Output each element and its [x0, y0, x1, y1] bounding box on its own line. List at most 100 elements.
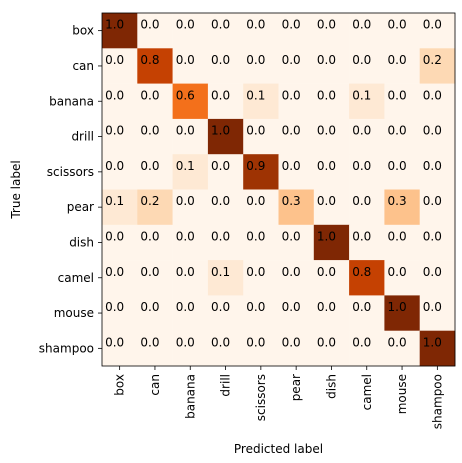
cell-value-label: 0.0 [211, 194, 230, 208]
heatmap-cell [243, 83, 279, 120]
heatmap-cell [349, 189, 385, 226]
heatmap-cell [137, 189, 173, 226]
heatmap-cell [172, 295, 209, 331]
heatmap-cell [207, 224, 244, 261]
cell-value-label: 0.0 [282, 53, 301, 67]
y-axis-label: True label [9, 160, 23, 219]
cell-value-label: 0.0 [423, 159, 442, 173]
y-tick-label: dish [69, 235, 94, 249]
heatmap-cell [137, 118, 173, 155]
heatmap-cell [137, 224, 173, 261]
cell-value-label: 1.0 [317, 229, 336, 243]
cell-value-label: 0.0 [282, 335, 301, 349]
heatmap-cell [207, 118, 244, 155]
cell-value-label: 0.0 [317, 124, 336, 138]
cell-value-label: 0.0 [140, 335, 159, 349]
cell-value-label: 0.0 [317, 159, 336, 173]
cell-value-label: 0.0 [388, 335, 407, 349]
cell-value-label: 0.0 [176, 335, 195, 349]
cell-value-label: 0.0 [211, 229, 230, 243]
heatmap-cell [172, 83, 209, 120]
heatmap-cell [278, 154, 315, 190]
x-tick-label: mouse [395, 374, 409, 414]
y-tick-label: drill [71, 130, 94, 144]
cell-value-label: 0.0 [140, 229, 159, 243]
cell-value-label: 0.0 [211, 18, 230, 32]
plot-frame [101, 12, 456, 367]
cell-value-label: 0.0 [176, 18, 195, 32]
cell-value-label: 0.0 [423, 194, 442, 208]
y-tick-label: can [72, 59, 94, 73]
heatmap-cell [102, 118, 138, 155]
cell-value-label: 0.0 [388, 265, 407, 279]
heatmap-cell [419, 83, 456, 120]
heatmap-cell [137, 48, 173, 84]
heatmap-cell [172, 224, 209, 261]
cell-value-label: 0.0 [140, 18, 159, 32]
heatmap-cell [349, 13, 385, 49]
cell-value-label: 0.0 [140, 88, 159, 102]
x-axis-label: Predicted label [234, 442, 323, 456]
heatmap-cell [419, 189, 456, 226]
heatmap-cell [384, 83, 420, 120]
heatmap-cell [419, 154, 456, 190]
cell-value-label: 0.3 [388, 194, 407, 208]
heatmap-cell [102, 83, 138, 120]
x-tick-label: shampoo [430, 374, 444, 429]
heatmap-cell [278, 295, 315, 331]
cell-value-label: 0.8 [140, 53, 159, 67]
cell-value-label: 0.0 [105, 335, 124, 349]
cell-value-label: 0.0 [388, 53, 407, 67]
heatmap-cell [419, 295, 456, 331]
heatmap-cell [137, 260, 173, 296]
heatmap-cell [278, 189, 315, 226]
cell-value-label: 0.0 [105, 265, 124, 279]
cell-value-label: 0.0 [352, 194, 371, 208]
heatmap-cell [207, 154, 244, 190]
heatmap-cell [243, 118, 279, 155]
heatmap-cell [243, 189, 279, 226]
x-tick-label: scissors [254, 374, 268, 421]
cell-value-label: 0.0 [317, 18, 336, 32]
cell-value-label: 0.0 [246, 53, 265, 67]
heatmap-cell [384, 13, 420, 49]
heatmap-cell [349, 48, 385, 84]
cell-value-label: 0.0 [317, 53, 336, 67]
cell-value-label: 0.0 [105, 124, 124, 138]
cell-value-label: 0.0 [176, 265, 195, 279]
heatmap-cell [313, 224, 350, 261]
cell-value-label: 0.0 [352, 124, 371, 138]
heatmap-cell [313, 330, 350, 367]
heatmap-cell [313, 260, 350, 296]
cell-value-label: 1.0 [388, 300, 407, 314]
heatmap-cell [278, 48, 315, 84]
heatmap-cell [419, 224, 456, 261]
cell-value-label: 0.0 [352, 53, 371, 67]
cell-value-label: 0.0 [211, 53, 230, 67]
cell-value-label: 0.0 [211, 88, 230, 102]
heatmap-cell [313, 154, 350, 190]
cell-value-label: 0.0 [352, 300, 371, 314]
heatmap-cell [137, 154, 173, 190]
heatmap-cell [102, 224, 138, 261]
cell-value-label: 0.0 [317, 300, 336, 314]
cell-value-label: 0.0 [423, 265, 442, 279]
x-tick-label: box [113, 374, 127, 396]
heatmap-cell [278, 224, 315, 261]
cell-value-label: 0.0 [282, 229, 301, 243]
cell-value-label: 0.0 [352, 335, 371, 349]
heatmap-cell [384, 260, 420, 296]
heatmap-cell [349, 295, 385, 331]
heatmap-cell [243, 224, 279, 261]
heatmap-cell [313, 295, 350, 331]
heatmap-cell [172, 260, 209, 296]
cell-value-label: 0.1 [246, 88, 265, 102]
heatmap-cell [349, 260, 385, 296]
cell-value-label: 0.1 [105, 194, 124, 208]
heatmap-cell [349, 224, 385, 261]
y-tick-label: shampoo [39, 341, 94, 355]
cell-value-label: 0.0 [282, 300, 301, 314]
cell-value-label: 0.0 [246, 194, 265, 208]
heatmap-cell [172, 154, 209, 190]
